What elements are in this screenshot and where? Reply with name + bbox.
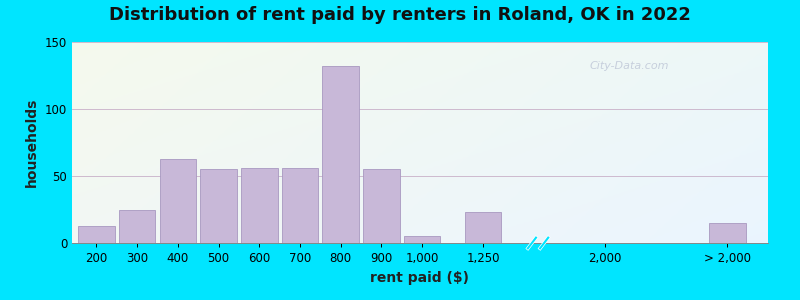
Bar: [241, 168, 278, 243]
Bar: [119, 209, 155, 243]
Text: Distribution of rent paid by renters in Roland, OK in 2022: Distribution of rent paid by renters in …: [109, 6, 691, 24]
Bar: [709, 223, 746, 243]
Bar: [159, 159, 196, 243]
Bar: [282, 168, 318, 243]
Y-axis label: households: households: [26, 98, 39, 187]
Text: City-Data.com: City-Data.com: [589, 61, 669, 71]
Bar: [363, 169, 400, 243]
Bar: [78, 226, 114, 243]
Bar: [322, 66, 359, 243]
X-axis label: rent paid ($): rent paid ($): [370, 271, 470, 285]
Bar: [465, 212, 502, 243]
Bar: [404, 236, 440, 243]
Bar: [200, 169, 237, 243]
